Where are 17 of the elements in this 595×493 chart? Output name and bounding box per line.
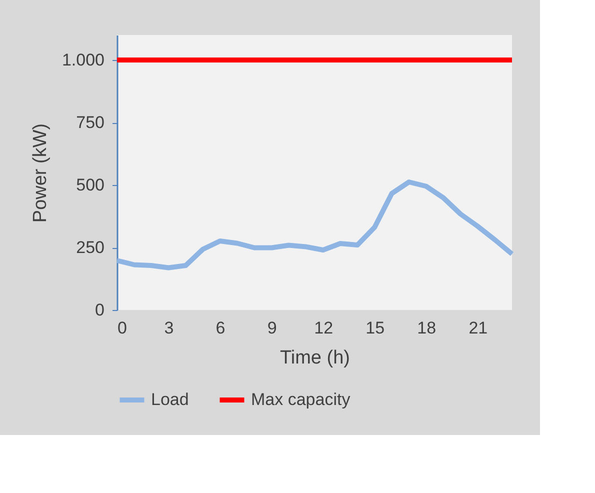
x-tick-label: 6 bbox=[216, 318, 226, 338]
y-axis-title: Power (kW) bbox=[30, 123, 51, 223]
x-axis-title: Time (h) bbox=[280, 348, 350, 368]
x-tick-label: 9 bbox=[267, 318, 277, 338]
x-tick-label: 15 bbox=[366, 318, 385, 338]
y-tick-label: 750 bbox=[76, 113, 104, 132]
y-tick-label: 500 bbox=[76, 176, 104, 194]
x-tick-label: 12 bbox=[314, 318, 334, 338]
legend-label: Load bbox=[151, 390, 189, 409]
y-tick-label: 1.000 bbox=[62, 50, 104, 70]
x-tick-label: 18 bbox=[417, 318, 436, 338]
x-tick-label: 0 bbox=[118, 318, 127, 338]
x-tick-label: 3 bbox=[164, 318, 174, 338]
x-tick-label: 21 bbox=[468, 318, 488, 338]
y-tick-label: 0 bbox=[95, 300, 104, 320]
legend-label: Max capacity bbox=[251, 390, 351, 409]
y-tick-label: 250 bbox=[76, 238, 104, 257]
